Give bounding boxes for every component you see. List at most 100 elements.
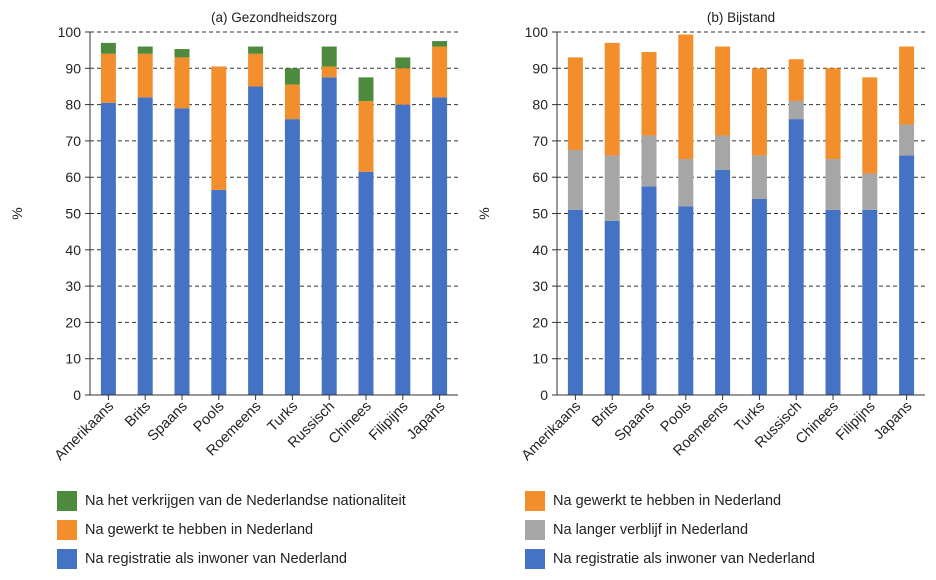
bar-segment <box>432 97 448 395</box>
chart-panel-welfare: (b) Bijstand% 0 10 20 30 40 50 60 70 80 90 100 Ameri… <box>476 10 925 464</box>
chart-title: (a) Gezondheidszorg <box>211 10 337 25</box>
bar-segment <box>248 46 264 54</box>
legend-label: Na gewerkt te hebben in Nederland <box>85 521 314 538</box>
y-tick-label: 0 <box>540 387 548 403</box>
y-tick-label: 30 <box>65 278 81 294</box>
bar-segment <box>321 66 337 78</box>
y-tick-label: 50 <box>65 206 81 222</box>
x-tick-label: Japans <box>404 399 448 443</box>
legend-swatch <box>525 490 545 511</box>
bar-segment <box>137 53 153 98</box>
x-tick-label: Brits <box>122 399 154 431</box>
x-tick-label: Brits <box>589 399 621 431</box>
bar-segment <box>432 46 448 98</box>
bar-segment <box>788 119 804 396</box>
y-tick-label: 0 <box>73 387 81 403</box>
x-tick-label: Filipijns <box>833 399 878 444</box>
bar-segment <box>395 57 411 69</box>
bar-segment <box>358 100 374 172</box>
legend-swatch <box>525 519 545 540</box>
y-tick-label: 60 <box>532 169 548 185</box>
y-tick-label: 70 <box>65 133 81 149</box>
y-tick-label: 40 <box>532 242 548 258</box>
legend-label: Na het verkrijgen van de Nederlandse nat… <box>85 492 406 509</box>
bar-segment <box>395 68 411 105</box>
bar-segment <box>567 149 583 210</box>
legend-item: Na registratie als inwoner van Nederland <box>57 548 406 569</box>
legend-label: Na langer verblijf in Nederland <box>553 521 749 538</box>
bar-segment <box>825 68 841 160</box>
legend-item: Na registratie als inwoner van Nederland <box>525 548 815 569</box>
bar-segment <box>137 97 153 395</box>
x-tick-label: Filipijns <box>366 399 411 444</box>
bar-segment <box>641 186 657 395</box>
bar-segment <box>862 77 878 174</box>
bar-segment <box>715 46 731 136</box>
legend-health: Na het verkrijgen van de Nederlandse nat… <box>57 490 406 577</box>
legend-label: Na registratie als inwoner van Nederland <box>553 550 815 567</box>
y-tick-label: 50 <box>532 206 548 222</box>
legend-welfare: Na gewerkt te hebben in Nederland Na lang… <box>525 490 815 577</box>
bar-segment <box>321 77 337 395</box>
y-tick-label: 90 <box>65 60 81 76</box>
bar-segment <box>751 198 767 395</box>
legend-label: Na gewerkt te hebben in Nederland <box>553 492 782 509</box>
legend-item: Na gewerkt te hebben in Nederland <box>57 519 406 540</box>
legend-swatch <box>57 548 77 569</box>
y-tick-label: 20 <box>65 314 81 330</box>
bar-segment <box>604 155 620 221</box>
bar-segment <box>174 49 190 58</box>
y-tick-label: 10 <box>532 351 548 367</box>
y-tick-label: 40 <box>65 242 81 258</box>
bar-segment <box>100 53 116 103</box>
bar-segment <box>174 108 190 395</box>
bar-segment <box>825 209 841 395</box>
y-axis-label: % <box>9 207 25 219</box>
x-tick-label: Amerikaans <box>519 399 584 464</box>
legend-label: Na registratie als inwoner van Nederland <box>85 550 347 567</box>
bar-segment <box>284 119 300 396</box>
legend-swatch <box>57 490 77 511</box>
legend-swatch <box>57 519 77 540</box>
y-tick-label: 80 <box>532 97 548 113</box>
bar-segment <box>321 46 337 67</box>
bar-segment <box>358 77 374 101</box>
bar-segment <box>678 159 694 207</box>
bar-segment <box>284 68 300 85</box>
bar-segment <box>358 171 374 395</box>
y-tick-label: 70 <box>532 133 548 149</box>
x-tick-label: Spaans <box>612 399 658 445</box>
y-tick-label: 100 <box>58 24 82 40</box>
bar-segment <box>715 135 731 170</box>
bar-segment <box>751 68 767 156</box>
bar-segment <box>211 189 227 395</box>
bar-segment <box>678 206 694 395</box>
bar-segment <box>284 84 300 120</box>
bar-segment <box>788 100 804 120</box>
legend-item: Na het verkrijgen van de Nederlandse nat… <box>57 490 406 511</box>
legend-swatch <box>525 548 545 569</box>
bar-segment <box>862 173 878 210</box>
y-tick-label: 30 <box>532 278 548 294</box>
y-tick-label: 90 <box>532 60 548 76</box>
bar-segment <box>899 46 915 125</box>
bar-segment <box>899 155 915 395</box>
bar-segment <box>211 66 227 190</box>
x-tick-label: Japans <box>871 399 915 443</box>
y-tick-label: 20 <box>532 314 548 330</box>
bar-segment <box>641 135 657 187</box>
bar-segment <box>100 102 116 395</box>
bar-segment <box>862 209 878 395</box>
bar-segment <box>432 41 448 47</box>
chart-panel-health: (a) Gezondheidszorg% 0 10 20 30 40 50 60 70 80 90 1… <box>9 10 458 464</box>
bar-segment <box>604 42 620 156</box>
x-tick-label: Amerikaans <box>52 399 117 464</box>
bar-segment <box>715 169 731 395</box>
bar-segment <box>788 59 804 101</box>
bar-segment <box>100 42 116 54</box>
bar-segment <box>604 220 620 395</box>
legend-item: Na langer verblijf in Nederland <box>525 519 815 540</box>
bar-segment <box>395 104 411 395</box>
legend-item: Na gewerkt te hebben in Nederland <box>525 490 815 511</box>
